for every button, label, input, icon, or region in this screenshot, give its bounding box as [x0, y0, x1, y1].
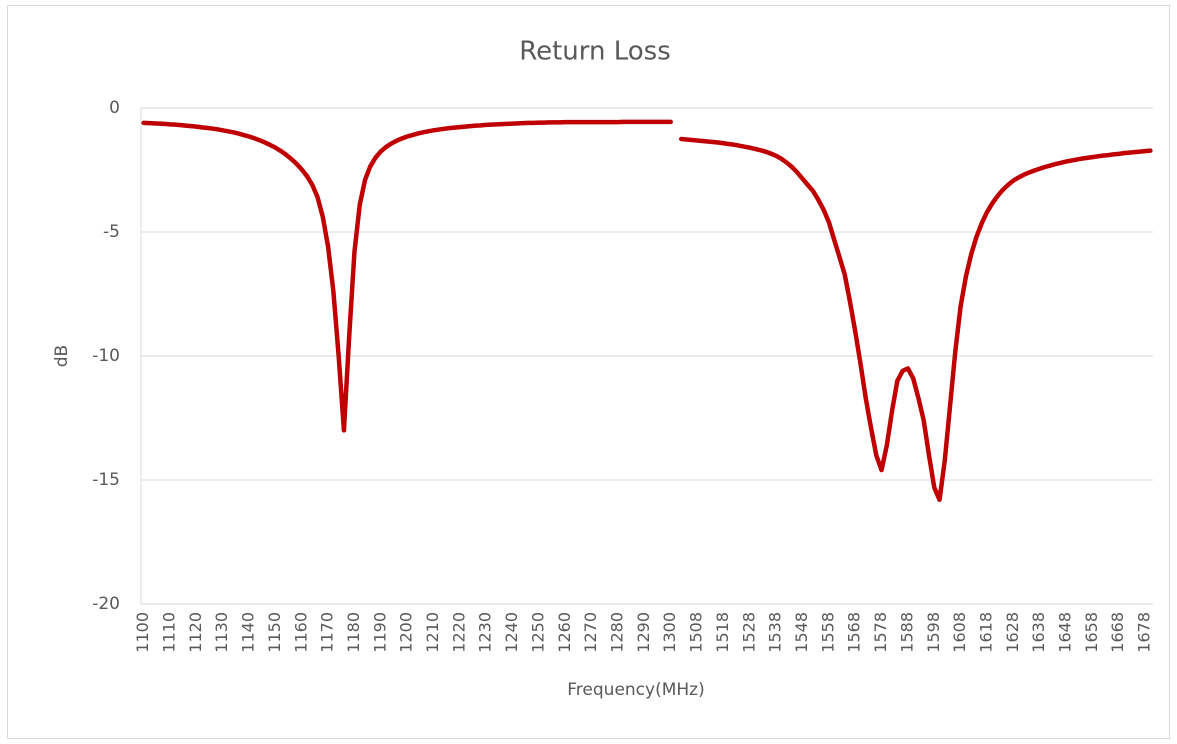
- x-tick-label: 1578: [871, 612, 890, 653]
- x-tick-label: 1170: [318, 612, 337, 653]
- x-tick-label: 1300: [660, 612, 679, 653]
- x-tick-label: 1588: [897, 612, 916, 653]
- x-tick-label: 1230: [476, 612, 495, 653]
- x-tick-label: 1120: [186, 612, 205, 653]
- x-tick-label: 1678: [1135, 612, 1154, 653]
- x-tick-label: 1280: [608, 612, 627, 653]
- y-tick-label: -15: [92, 470, 120, 490]
- x-tick-label: 1658: [1082, 612, 1101, 653]
- y-tick-label: -10: [92, 346, 120, 366]
- x-tick-label: 1648: [1056, 612, 1075, 653]
- y-tick-label: -20: [92, 594, 120, 614]
- x-tick-label: 1190: [370, 612, 389, 653]
- x-tick-label: 1100: [133, 612, 152, 653]
- x-tick-label: 1538: [766, 612, 785, 653]
- x-tick-label: 1608: [950, 612, 969, 653]
- x-tick-label: 1618: [976, 612, 995, 653]
- y-tick-label: 0: [109, 98, 120, 118]
- x-tick-label: 1260: [555, 612, 574, 653]
- x-tick-label: 1508: [687, 612, 706, 653]
- x-tick-label: 1200: [397, 612, 416, 653]
- x-tick-label: 1250: [528, 612, 547, 653]
- x-tick-label: 1290: [634, 612, 653, 653]
- x-tick-label: 1160: [291, 612, 310, 653]
- x-tick-label: 1110: [159, 612, 178, 653]
- x-tick-label: 1130: [212, 612, 231, 653]
- x-tick-label: 1210: [423, 612, 442, 653]
- x-tick-label: 1240: [502, 612, 521, 653]
- data-line: [141, 119, 1153, 503]
- x-tick-label: 1628: [1003, 612, 1022, 653]
- x-tick-label: 1568: [845, 612, 864, 653]
- x-tick-label: 1598: [924, 612, 943, 653]
- x-tick-label: 1150: [265, 612, 284, 653]
- y-tick-label: -5: [103, 222, 120, 242]
- x-tick-label: 1558: [818, 612, 837, 653]
- x-tick-label: 1518: [713, 612, 732, 653]
- x-tick-label: 1270: [581, 612, 600, 653]
- y-axis-label: dB: [52, 345, 72, 367]
- chart-title: Return Loss: [519, 37, 671, 67]
- x-tick-label: 1548: [792, 612, 811, 653]
- x-tick-label: 1668: [1108, 612, 1127, 653]
- x-tick-label: 1638: [1029, 612, 1048, 653]
- x-tick-label: 1528: [739, 612, 758, 653]
- x-axis-label: Frequency(MHz): [567, 680, 704, 700]
- x-tick-label: 1220: [449, 612, 468, 653]
- x-tick-label: 1180: [344, 612, 363, 653]
- x-tick-label: 1140: [239, 612, 258, 653]
